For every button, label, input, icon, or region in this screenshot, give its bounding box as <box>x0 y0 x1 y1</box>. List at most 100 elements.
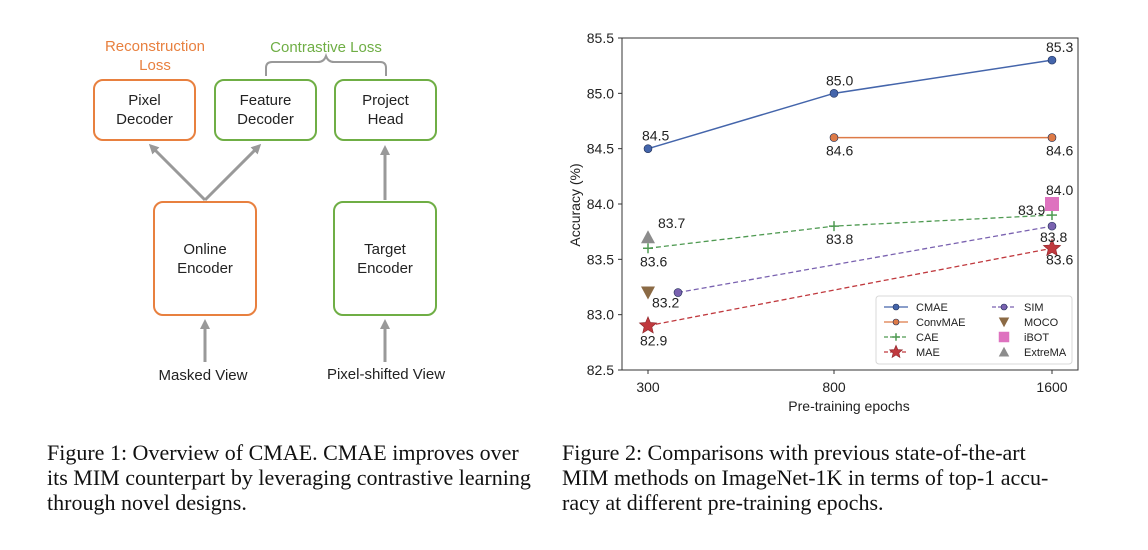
data-label-convmae: 84.6 <box>826 143 853 159</box>
legend-label: CMAE <box>916 302 948 314</box>
data-label-mae: 83.6 <box>1046 251 1073 267</box>
legend-label: SIM <box>1024 302 1044 314</box>
figure1-caption-line: Figure 1: Overview of CMAE. CMAE improve… <box>47 440 519 465</box>
y-axis-label: Accuracy (%) <box>567 163 583 246</box>
data-point-cae <box>643 243 653 254</box>
project-head-label-2: Head <box>368 111 404 128</box>
y-tick-label: 85.0 <box>587 85 614 101</box>
y-tick-label: 84.0 <box>587 196 614 212</box>
x-tick-label: 1600 <box>1036 379 1067 395</box>
data-point-cmae <box>1047 55 1057 65</box>
online-encoder-box <box>153 201 257 316</box>
legend-label: ConvMAE <box>916 317 966 329</box>
project-head-label: Project <box>362 92 410 109</box>
series-ibot: 84.0 <box>1045 182 1073 211</box>
series-cmae: 84.5 85.0 85.3 <box>642 39 1073 153</box>
data-point-moco <box>641 286 655 300</box>
x-tick-label: 300 <box>636 379 660 395</box>
legend-marker <box>998 346 1010 357</box>
y-tick-label: 84.5 <box>587 141 614 157</box>
legend-marker <box>888 344 904 359</box>
series-extrema: 83.7 <box>641 215 685 244</box>
figure1-diagram: Reconstruction Loss Contrastive Loss Pix… <box>93 38 445 384</box>
legend-marker <box>998 331 1010 343</box>
target-encoder-label: Target <box>364 241 407 258</box>
arrow-to-pixel-decoder <box>148 143 207 202</box>
masked-view-label: Masked View <box>159 367 248 384</box>
legend-label: MOCO <box>1024 317 1059 329</box>
figure1-caption: Figure 1: Overview of CMAE. CMAE improve… <box>47 440 531 515</box>
data-label-mae: 82.9 <box>640 333 667 349</box>
x-tick-label: 800 <box>822 379 846 395</box>
series-line-sim <box>677 225 1053 294</box>
data-label-cmae: 85.3 <box>1046 39 1073 55</box>
online-encoder-label-2: Encoder <box>177 260 233 277</box>
data-label-moco: 83.2 <box>652 295 679 311</box>
series-cae: 83.6 83.8 83.9 <box>640 202 1057 269</box>
legend-marker <box>892 333 900 341</box>
data-label-cae: 83.6 <box>640 253 667 269</box>
data-point-cmae <box>643 144 653 153</box>
data-label-cae: 83.9 <box>1018 202 1045 218</box>
series-sim: 83.8 <box>673 221 1067 297</box>
legend-label: MAE <box>916 347 940 359</box>
legend-label: ExtreMA <box>1024 347 1067 359</box>
data-label-cmae: 84.5 <box>642 128 669 144</box>
contrastive-bracket <box>265 52 387 76</box>
y-tick-label: 83.5 <box>587 251 614 267</box>
x-axis-label: Pre-training epochs <box>788 398 909 414</box>
data-point-sim <box>673 288 683 297</box>
figure1-caption-line: its MIM counterpart by leveraging contra… <box>47 465 531 490</box>
reconstruction-loss-label-2: Loss <box>139 57 171 74</box>
y-tick-label: 82.5 <box>587 362 614 378</box>
legend-label: iBOT <box>1024 332 1049 344</box>
data-label-ibot: 84.0 <box>1046 182 1073 198</box>
data-point-mae <box>638 315 658 334</box>
contrastive-loss-label: Contrastive Loss <box>270 39 382 56</box>
legend-label: CAE <box>916 332 939 344</box>
pixel-shifted-view-label: Pixel-shifted View <box>327 366 445 383</box>
series-mae: 82.9 83.6 <box>638 238 1073 349</box>
data-point-cmae <box>829 89 839 98</box>
legend-marker <box>892 318 900 326</box>
target-encoder-box <box>333 201 437 316</box>
data-label-cmae: 85.0 <box>826 72 853 88</box>
data-label-sim: 83.8 <box>1040 229 1067 245</box>
online-encoder-label: Online <box>183 241 226 258</box>
target-encoder-label-2: Encoder <box>357 260 413 277</box>
series-convmae: 84.6 84.6 <box>826 133 1073 159</box>
data-label-cae: 83.8 <box>826 231 853 247</box>
legend-marker <box>892 303 900 311</box>
figure2-caption: Figure 2: Comparisons with previous stat… <box>562 440 1048 515</box>
feature-decoder-label: Feature <box>240 92 292 109</box>
legend-box <box>875 295 1073 365</box>
legend-marker <box>1000 303 1008 311</box>
pixel-decoder-label: Pixel <box>128 92 161 109</box>
feature-decoder-box <box>214 79 317 141</box>
data-point-extrema <box>641 230 655 244</box>
figure2-caption-line: MIM methods on ImageNet-1K in terms of t… <box>562 465 1049 490</box>
data-label-extrema: 83.7 <box>658 215 685 231</box>
figure2-caption-line: racy at different pre-training epochs. <box>562 490 884 515</box>
data-point-cae <box>829 221 839 232</box>
legend-marker <box>998 317 1010 328</box>
y-tick-label: 83.0 <box>587 307 614 323</box>
y-tick-label: 85.5 <box>587 30 614 46</box>
project-head-box <box>334 79 437 141</box>
figure1-caption-line: through novel designs. <box>47 490 247 515</box>
data-point-cae <box>1047 210 1057 221</box>
data-label-convmae: 84.6 <box>1046 143 1073 159</box>
series-line-cae <box>647 214 1053 249</box>
pixel-decoder-box <box>93 79 196 141</box>
pixel-decoder-label-2: Decoder <box>116 111 173 128</box>
data-point-convmae <box>829 133 839 142</box>
series-line-cmae <box>647 59 1053 150</box>
data-point-sim <box>1047 221 1057 231</box>
data-point-ibot <box>1045 197 1059 211</box>
arrow-to-feature-decoder <box>203 143 262 202</box>
series-moco: 83.2 <box>641 286 679 311</box>
data-point-convmae <box>1047 133 1057 142</box>
figure2-caption-line: Figure 2: Comparisons with previous stat… <box>562 440 1026 465</box>
feature-decoder-label-2: Decoder <box>237 111 294 128</box>
data-point-mae <box>1042 238 1062 257</box>
